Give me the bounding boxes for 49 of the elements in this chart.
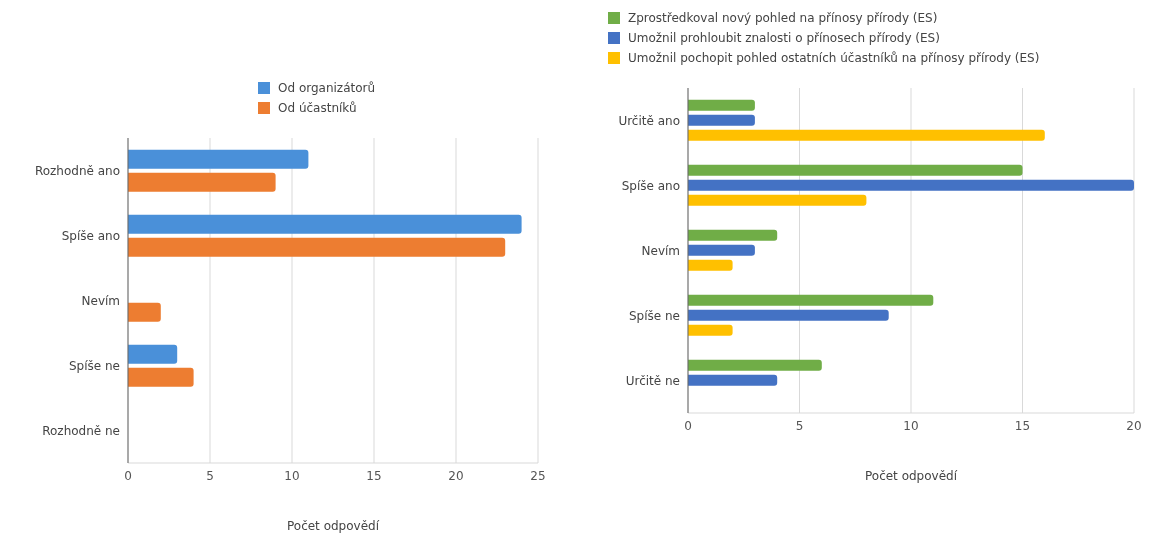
x-tick-label: 10 [903, 418, 919, 433]
bar [688, 259, 733, 271]
y-tick-label: Nevím [641, 243, 680, 258]
x-tick-label: 20 [448, 468, 464, 483]
y-tick-label: Rozhodně ano [34, 163, 120, 178]
x-axis-title: Počet odpovědí [286, 519, 380, 533]
x-tick-label: 15 [1014, 418, 1031, 433]
bar [688, 359, 822, 371]
bar [688, 309, 889, 321]
bar [688, 114, 755, 126]
bar [688, 129, 1045, 141]
bar [128, 344, 178, 364]
bar [128, 172, 276, 192]
x-tick-label: 0 [684, 418, 692, 433]
bar [128, 367, 194, 387]
bar [688, 179, 1134, 191]
bar [128, 237, 506, 257]
bar [688, 374, 778, 386]
y-tick-label: Rozhodně ne [42, 423, 120, 438]
y-tick-label: Určitě ne [625, 373, 680, 388]
x-tick-label: 20 [1126, 418, 1142, 433]
bar [688, 294, 934, 306]
x-tick-label: 0 [124, 468, 132, 483]
bar [688, 164, 1023, 176]
x-tick-label: 10 [284, 468, 300, 483]
y-tick-label: Spíše ano [621, 178, 680, 193]
legend-label: Od organizátorů [278, 80, 376, 97]
bar [688, 229, 778, 241]
x-axis-title: Počet odpovědí [864, 469, 958, 483]
bar [128, 214, 522, 234]
legend-label: Umožnil prohloubit znalosti o přínosech přírody (ES) [628, 30, 940, 47]
y-tick-label: Nevím [81, 293, 120, 308]
bar [128, 302, 161, 322]
x-tick-label: 25 [530, 468, 546, 483]
bar [688, 324, 733, 336]
y-tick-label: Spíše ne [628, 308, 680, 323]
bar [128, 149, 309, 169]
bar [688, 99, 755, 111]
bar [688, 194, 867, 206]
x-tick-label: 5 [206, 468, 214, 483]
y-tick-label: Spíše ne [68, 358, 120, 373]
legend-label: Od účastníků [278, 100, 357, 117]
x-tick-label: 15 [366, 468, 382, 483]
y-tick-label: Spíše ano [61, 228, 120, 243]
y-tick-label: Určitě ano [618, 113, 680, 128]
x-tick-label: 5 [795, 418, 804, 433]
bar [688, 244, 755, 256]
legend-label: Umožnil pochopit pohled ostatních účastníků na přínosy přírody (ES) [628, 50, 1040, 67]
legend-label: Zprostředkoval nový pohled na přínosy přírody (ES) [628, 10, 938, 27]
